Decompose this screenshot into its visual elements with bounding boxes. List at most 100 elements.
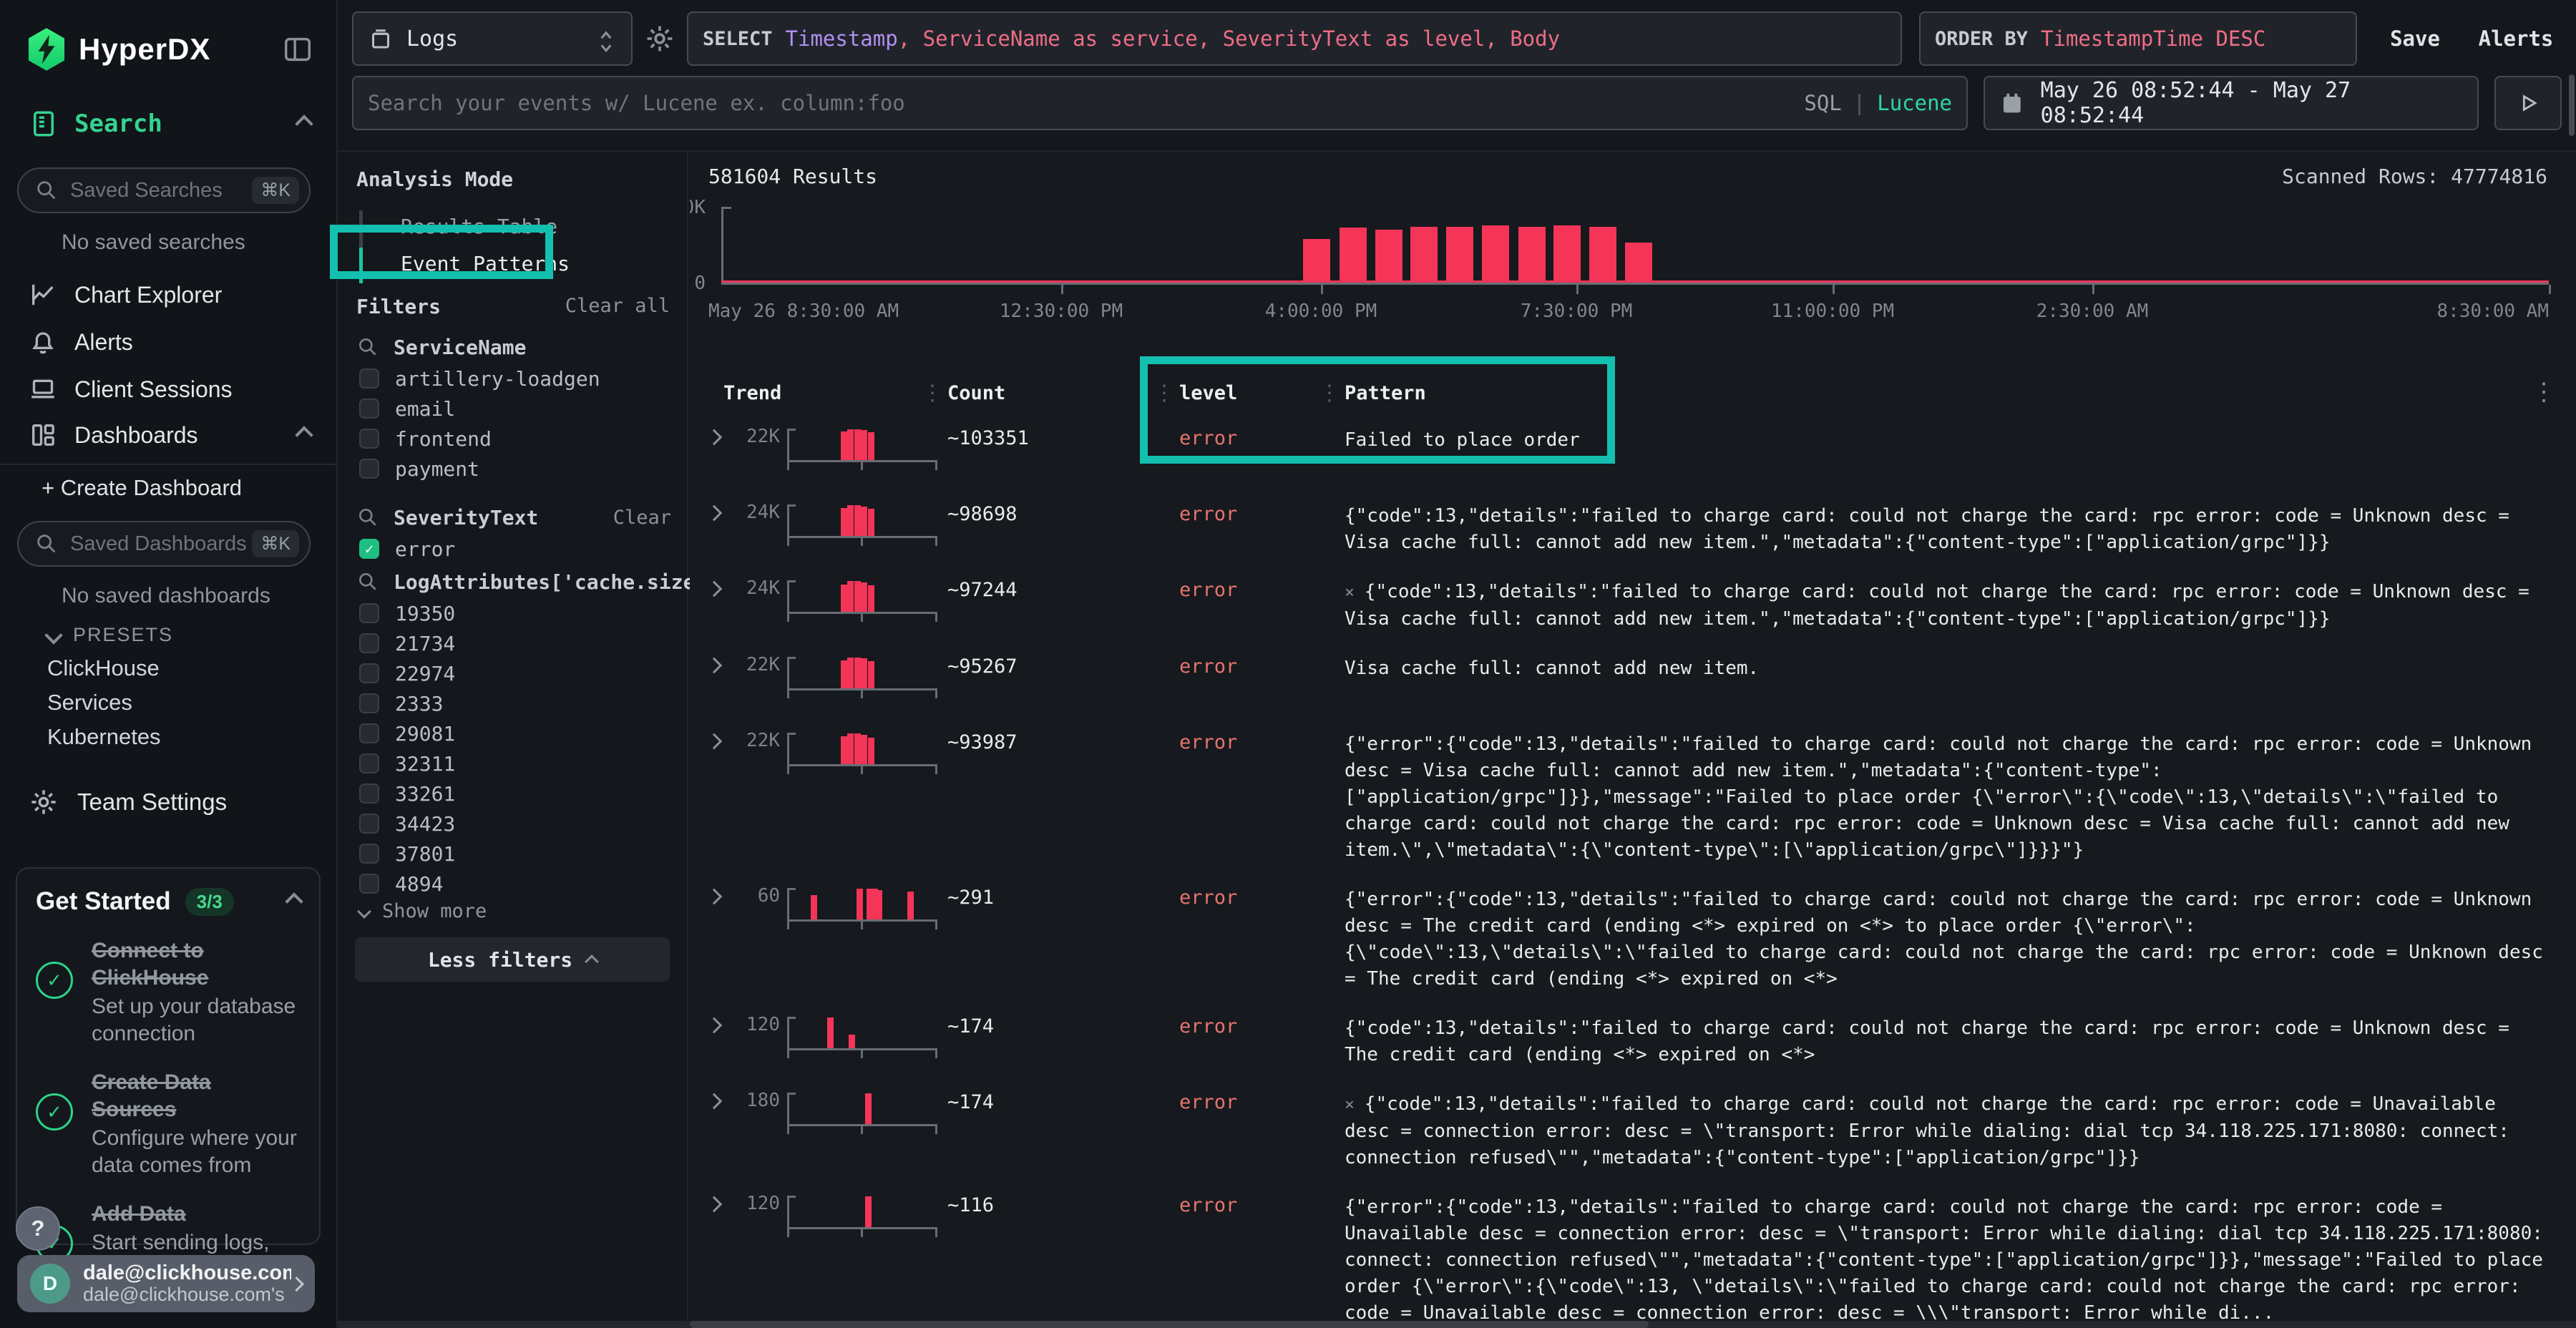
column-header-count[interactable]: ⋮ Count [922,381,1006,406]
filter-option[interactable]: 2333 [356,688,671,718]
get-started-step[interactable]: ✓ Connect to ClickHouse Set up your data… [36,937,301,1048]
drag-handle-icon[interactable]: ⋮ [922,381,943,406]
pattern-row[interactable]: 24K ~97244 error × {"code":13,"details":"fai… [690,564,2576,640]
chevron-up-icon[interactable] [295,426,313,444]
horizontal-scrollbar[interactable] [338,1321,2576,1328]
gear-icon[interactable] [644,23,675,54]
checkbox-checked[interactable]: ✓ [359,539,379,559]
get-started-step[interactable]: ✓ Create Data Sources Configure where yo… [36,1069,301,1179]
collapse-sidebar-icon[interactable] [279,33,316,66]
less-filters-button[interactable]: Less filters [355,937,670,982]
drag-handle-icon[interactable]: ⋮ [1153,381,1175,406]
sidebar-item-team-settings[interactable]: Team Settings [29,787,227,817]
pattern-row[interactable]: 60 ~291 error {"error":{"code":13,"details"… [690,872,2576,1000]
pattern-cell[interactable]: {"error":{"code":13,"details":"failed to… [1345,1196,2543,1319]
checkbox-unchecked[interactable] [359,368,379,389]
histogram-bar[interactable] [1518,227,1546,283]
checkbox-unchecked[interactable] [359,603,379,623]
filter-option[interactable]: email [356,394,671,424]
checkbox-unchecked[interactable] [359,874,379,894]
saved-dashboards-input[interactable]: Saved Dashboards ⌘K [17,521,311,567]
pattern-cell[interactable]: {"error":{"code":13,"details":"failed to… [1345,889,2543,990]
sidebar-item-dashboards[interactable]: Dashboards [29,421,313,449]
filter-option[interactable]: 4894 [356,869,671,899]
sidebar-item-clickhouse[interactable]: ClickHouse [47,655,160,680]
checkbox-unchecked[interactable] [359,663,379,683]
column-header-trend[interactable]: Trend [723,382,782,404]
sql-toggle[interactable]: SQL [1804,91,1842,115]
mode-event-patterns[interactable]: Event Patterns [401,252,570,275]
pattern-cell[interactable]: {"error":{"code":13,"details":"failed to… [1345,733,2532,861]
expand-chevron-icon[interactable] [706,504,723,522]
filter-option[interactable]: 29081 [356,718,671,748]
expand-cell[interactable] [690,1187,733,1213]
save-button[interactable]: Save [2390,26,2440,51]
pattern-cell[interactable]: {"code":13,"details":"failed to charge c… [1345,1017,2509,1065]
expand-cell[interactable] [690,1008,733,1034]
pattern-row[interactable]: 22K ~93987 error {"error":{"code":13,"detai… [690,716,2576,872]
alerts-button[interactable]: Alerts [2478,26,2554,51]
pattern-row[interactable]: 120 ~116 error {"error":{"code":13,"details… [690,1179,2576,1319]
expand-cell[interactable] [690,496,733,522]
show-more-link[interactable]: Show more [357,900,487,922]
pattern-row[interactable]: 24K ~98698 error {"code":13,"details":"fail… [690,488,2576,564]
checkbox-unchecked[interactable] [359,814,379,834]
source-select[interactable]: Logs [352,11,633,66]
dismiss-x-icon[interactable]: × [1345,583,1355,602]
expand-chevron-icon[interactable] [706,429,723,446]
checkbox-unchecked[interactable] [359,783,379,804]
filter-option[interactable]: artillery-loadgen [356,363,671,394]
pattern-cell[interactable]: × {"code":13,"details":"failed to charge … [1345,1093,2509,1168]
expand-cell[interactable] [690,879,733,905]
date-range-picker[interactable]: May 26 08:52:44 - May 27 08:52:44 [1984,76,2479,130]
expand-chevron-icon[interactable] [706,1017,723,1034]
expand-chevron-icon[interactable] [706,1196,723,1213]
vertical-scrollbar-thumb[interactable] [2569,74,2575,136]
filter-option[interactable]: 37801 [356,839,671,869]
checkbox-unchecked[interactable] [359,753,379,773]
search-icon[interactable] [356,506,379,529]
sidebar-item-kubernetes[interactable]: Kubernetes [47,724,161,749]
expand-chevron-icon[interactable] [706,580,723,597]
histogram-bar[interactable] [1340,228,1367,283]
lucene-toggle[interactable]: Lucene [1877,91,1952,115]
column-header-pattern[interactable]: ⋮ Pattern [1319,381,1426,406]
histogram-bar[interactable] [1625,243,1652,283]
saved-searches-input[interactable]: Saved Searches ⌘K [17,167,311,213]
expand-cell[interactable] [690,572,733,597]
pattern-cell[interactable]: Failed to place order [1345,429,1580,451]
expand-cell[interactable] [690,1084,733,1110]
create-dashboard-button[interactable]: + Create Dashboard [42,475,243,500]
filter-option[interactable]: ✓ error [356,534,671,564]
pattern-row[interactable]: 22K ~103351 error Failed to place order [690,412,2576,488]
help-button[interactable]: ? [16,1206,60,1251]
histogram-bar[interactable] [1589,227,1616,283]
checkbox-unchecked[interactable] [359,633,379,653]
column-header-level[interactable]: ⋮ level [1153,381,1238,406]
sidebar-item-chart-explorer[interactable]: Chart Explorer [29,280,311,309]
sidebar-item-client-sessions[interactable]: Client Sessions [29,375,311,404]
select-clause-input[interactable]: SELECT Timestamp, ServiceName as service… [687,11,1902,66]
mode-results-table[interactable]: Results Table [401,215,558,238]
checkbox-unchecked[interactable] [359,723,379,743]
expand-chevron-icon[interactable] [706,888,723,905]
presets-toggle[interactable]: PRESETS [44,624,173,646]
checkbox-unchecked[interactable] [359,399,379,419]
sidebar-item-alerts[interactable]: Alerts [29,328,311,356]
checkbox-unchecked[interactable] [359,693,379,713]
search-icon[interactable] [356,336,379,358]
expand-cell[interactable] [690,648,733,674]
table-options-kebab-icon[interactable]: ⋮ [2532,378,2556,406]
clear-all-link[interactable]: Clear all [565,295,670,317]
histogram-bar[interactable] [1375,230,1402,283]
histogram-bar[interactable] [1303,239,1330,283]
histogram-bar[interactable] [1553,225,1581,283]
filter-option[interactable]: 22974 [356,658,671,688]
pattern-row[interactable]: 180 ~174 error × {"code":13,"details":"faile… [690,1076,2576,1179]
sidebar-item-search[interactable]: Search [29,109,313,139]
checkbox-unchecked[interactable] [359,844,379,864]
chevron-up-icon[interactable] [285,892,303,911]
filter-option[interactable]: 19350 [356,598,671,628]
histogram-bar[interactable] [1482,225,1509,283]
